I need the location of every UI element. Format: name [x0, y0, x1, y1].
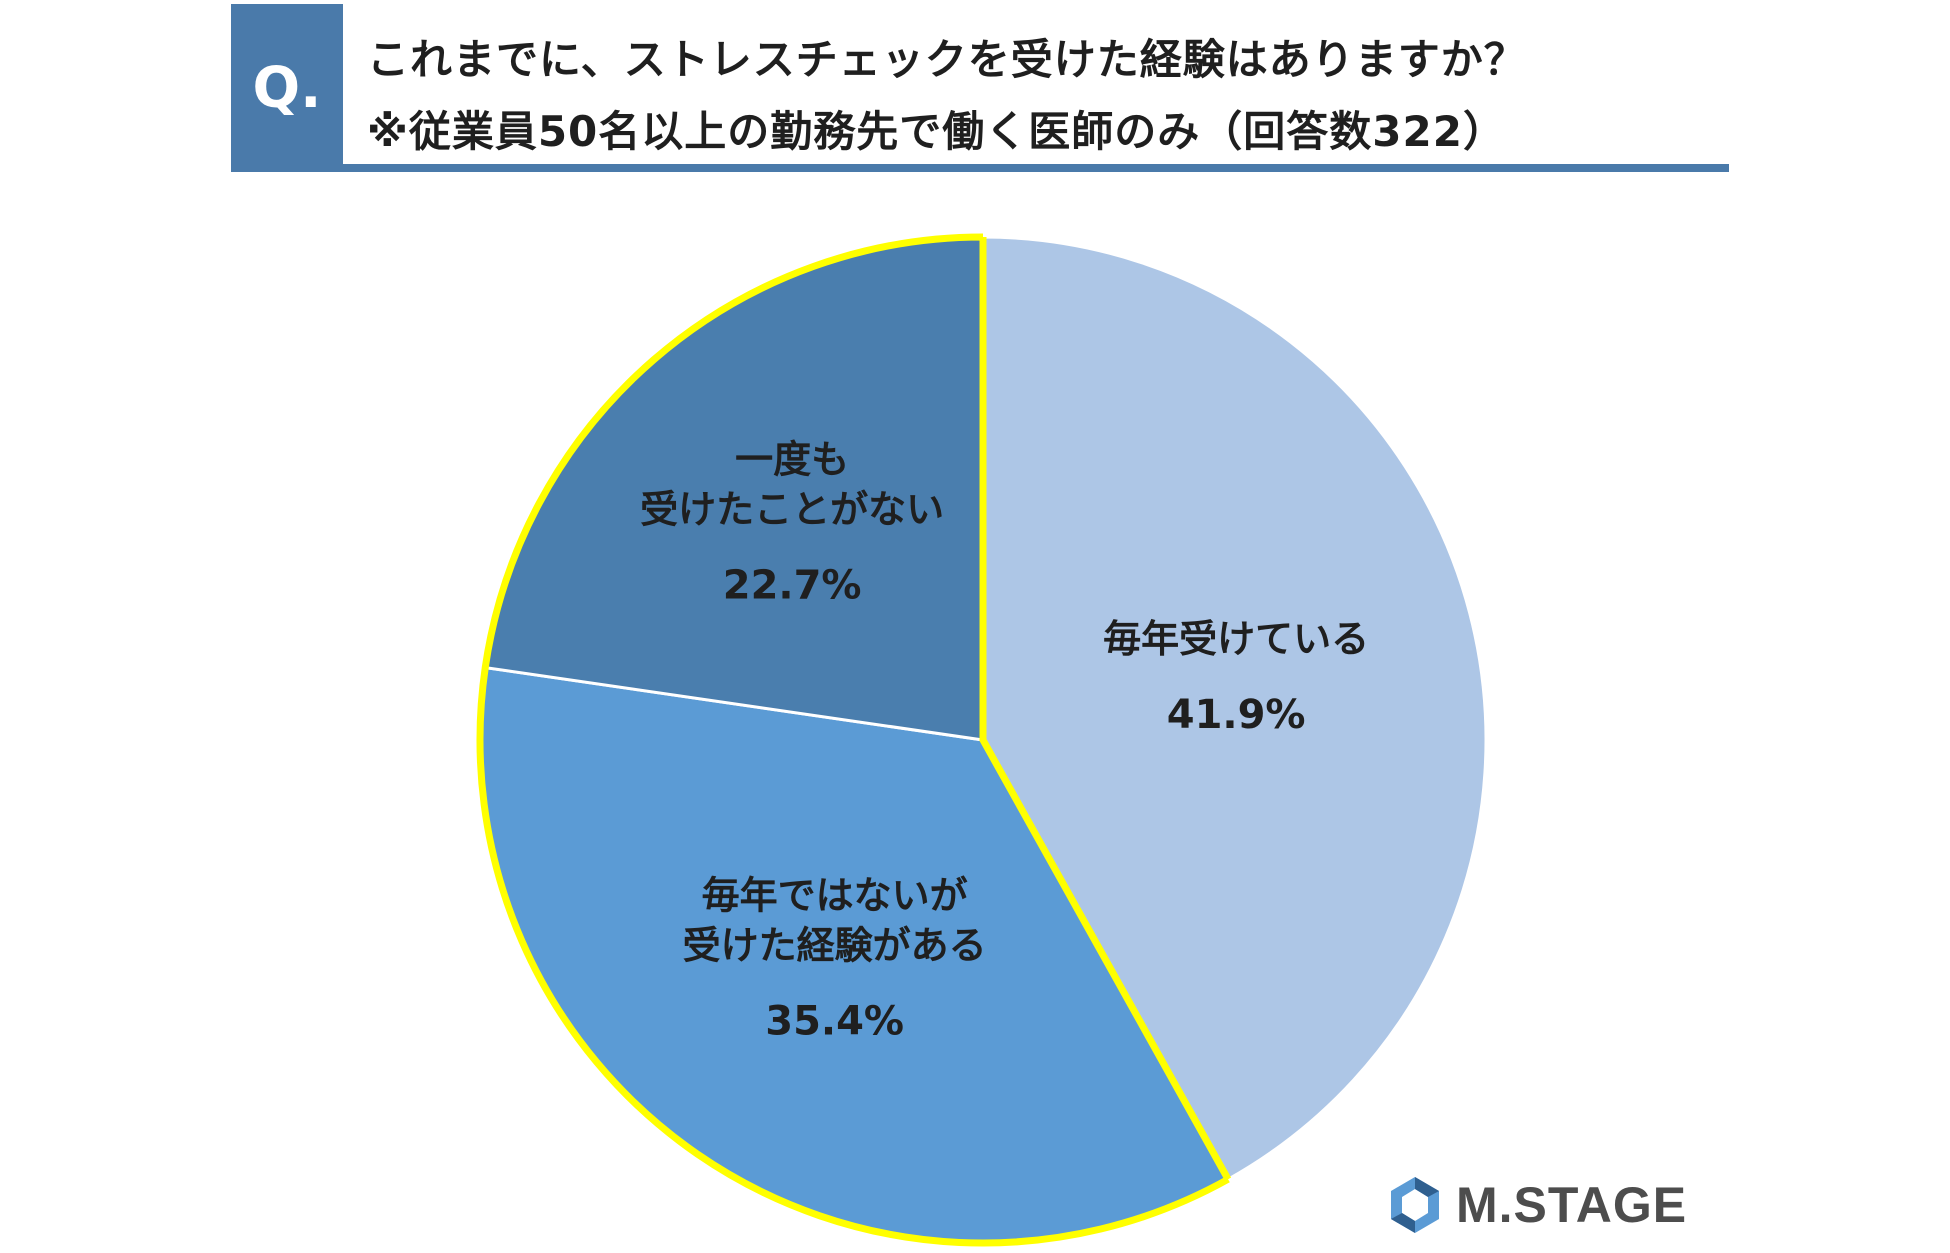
question-header: Q. これまでに、ストレスチェックを受けた経験はありますか？ ※従業員50名以上…: [231, 4, 1729, 172]
question-badge: Q.: [231, 4, 343, 172]
header-underline: [343, 164, 1729, 172]
question-title: これまでに、ストレスチェックを受けた経験はありますか？: [367, 35, 1527, 84]
brand-logo: M.STAGE: [1384, 1172, 1687, 1238]
brand-logo-text: M.STAGE: [1456, 1177, 1688, 1233]
slice-percentage: 41.9%: [1167, 692, 1306, 738]
highlight-outline: [476, 233, 1232, 1247]
slice-percentage: 22.7%: [723, 562, 862, 608]
question-subtitle: ※従業員50名以上の勤務先で働く医師のみ（回答数322）: [367, 107, 1506, 156]
pie-slices: [478, 235, 1488, 1245]
slice-label: 一度も: [735, 437, 849, 481]
hexagon-logo-icon: [1391, 1177, 1439, 1233]
slice-label: 受けたことがない: [640, 487, 944, 531]
slice-label: 毎年受けている: [1103, 617, 1369, 661]
pie-slice: [981, 235, 1488, 1182]
slice-label: 毎年ではないが: [702, 873, 968, 917]
slice-percentage: 35.4%: [765, 998, 904, 1044]
slice-label: 受けた経験がある: [683, 923, 987, 967]
